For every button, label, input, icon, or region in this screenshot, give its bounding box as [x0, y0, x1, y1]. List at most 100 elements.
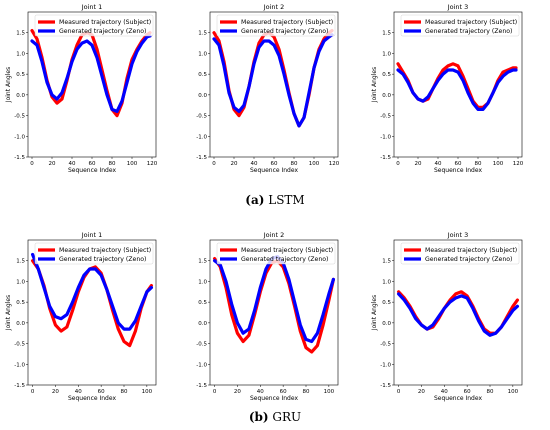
y-tick-label: 0.0 [382, 93, 391, 99]
y-tick-label: 0.5 [198, 72, 207, 78]
legend-box [34, 242, 154, 265]
x-tick-label: 120 [147, 161, 158, 167]
x-tick-label: 40 [435, 161, 442, 167]
legend-box [400, 14, 520, 37]
x-tick-label: 80 [475, 161, 482, 167]
x-tick-label: 0 [213, 389, 217, 395]
chart-title: Joint 3 [447, 231, 469, 239]
x-tick-label: 40 [69, 161, 76, 167]
y-tick-label: -1.5 [196, 155, 207, 161]
chart-panel-5: Joint 2 -1.5 -1.0 -0.5 0.0 0.5 1.0 1.5 0 20 40 60 80… [196, 231, 339, 402]
x-axis-label: Sequence Index [434, 167, 482, 174]
legend-box [34, 14, 154, 37]
x-tick-label: 20 [418, 389, 425, 395]
y-tick-label: -1.0 [196, 362, 207, 368]
x-tick-label: 20 [49, 161, 56, 167]
y-tick-label: -1.5 [14, 383, 25, 389]
y-tick-label: 1.5 [382, 31, 391, 37]
y-tick-label: -1.5 [380, 155, 391, 161]
y-tick-label: 0.0 [16, 93, 25, 99]
y-tick-label: -1.0 [14, 362, 25, 368]
y-tick-label: -0.5 [14, 342, 25, 348]
legend-box [400, 242, 520, 265]
caption-gru: (b) GRU [0, 410, 550, 424]
x-tick-label: 0 [30, 161, 34, 167]
y-tick-label: 0.0 [198, 93, 207, 99]
generated-trajectory-line [396, 68, 518, 112]
y-tick-label: -0.5 [380, 114, 391, 120]
y-tick-label: 1.0 [382, 51, 391, 57]
y-tick-label: -1.0 [14, 134, 25, 140]
y-tick-label: 1.5 [16, 259, 25, 265]
y-tick-label: 0.0 [16, 321, 25, 327]
x-tick-label: 120 [329, 161, 340, 167]
y-tick-label: 0.0 [198, 321, 207, 327]
x-tick-label: 100 [324, 389, 335, 395]
y-tick-label: 0.5 [382, 300, 391, 306]
chart-title: Joint 2 [263, 231, 285, 239]
y-tick-label: -0.5 [196, 114, 207, 120]
x-tick-label: 60 [464, 389, 471, 395]
y-axis-label: Joint Angles [371, 67, 378, 103]
y-axis-label: Joint Angles [371, 295, 378, 331]
y-tick-label: 0.5 [16, 72, 25, 78]
legend-label: Generated trajectory (Zeno) [425, 28, 512, 35]
y-tick-label: -1.0 [380, 362, 391, 368]
legend-label: Generated trajectory (Zeno) [59, 28, 146, 35]
caption-tag: (a) [245, 193, 265, 207]
x-tick-label: 0 [212, 161, 216, 167]
y-tick-label: -0.5 [196, 342, 207, 348]
x-tick-label: 40 [257, 389, 264, 395]
x-tick-label: 120 [513, 161, 524, 167]
x-tick-label: 20 [231, 161, 238, 167]
x-tick-label: 100 [493, 161, 504, 167]
y-tick-label: 1.5 [16, 31, 25, 37]
legend-label: Measured trajectory (Subject) [59, 19, 151, 26]
x-axis-label: Sequence Index [434, 395, 482, 402]
y-tick-label: 1.5 [198, 259, 207, 265]
legend-label: Measured trajectory (Subject) [425, 19, 517, 26]
x-tick-label: 80 [291, 161, 298, 167]
y-tick-label: 1.0 [16, 279, 25, 285]
chart-title: Joint 1 [81, 231, 103, 239]
x-tick-label: 0 [397, 389, 401, 395]
x-tick-label: 100 [309, 161, 320, 167]
chart-panel-6: Joint 3 -1.5 -1.0 -0.5 0.0 0.5 1.0 1.5 0 20 40 60 80… [371, 231, 523, 402]
y-tick-label: 1.0 [382, 279, 391, 285]
x-tick-label: 60 [271, 161, 278, 167]
legend-label: Measured trajectory (Subject) [241, 247, 333, 254]
generated-trajectory-line [30, 252, 153, 331]
x-tick-label: 80 [303, 389, 310, 395]
x-axis-label: Sequence Index [68, 167, 116, 174]
y-axis-label: Joint Angles [5, 295, 12, 331]
caption-tag: (b) [248, 410, 269, 424]
caption-text: GRU [272, 410, 302, 424]
x-tick-label: 20 [415, 161, 422, 167]
y-tick-label: -1.5 [380, 383, 391, 389]
y-tick-label: 1.0 [198, 279, 207, 285]
legend-box [216, 14, 336, 37]
chart-panel-1: Joint 1 -1.5 -1.0 -0.5 0.0 0.5 1.0 1.5 0 20 40 60 80… [5, 3, 158, 174]
legend-label: Generated trajectory (Zeno) [59, 256, 146, 263]
x-tick-label: 80 [121, 389, 128, 395]
generated-trajectory-line [212, 33, 334, 128]
y-tick-label: -0.5 [14, 114, 25, 120]
chart-title: Joint 1 [81, 3, 103, 11]
generated-trajectory-line [397, 292, 520, 337]
x-tick-label: 100 [142, 389, 153, 395]
x-tick-label: 60 [98, 389, 105, 395]
y-tick-label: 0.5 [16, 300, 25, 306]
y-tick-label: 0.5 [198, 300, 207, 306]
y-tick-label: -1.0 [380, 134, 391, 140]
y-tick-label: 1.0 [198, 51, 207, 57]
x-axis-label: Sequence Index [250, 395, 298, 402]
chart-panel-4: Joint 1 -1.5 -1.0 -0.5 0.0 0.5 1.0 1.5 0 20 40 60 80… [5, 231, 157, 402]
legend-label: Generated trajectory (Zeno) [241, 28, 328, 35]
x-tick-label: 60 [89, 161, 96, 167]
x-tick-label: 60 [455, 161, 462, 167]
x-tick-label: 80 [109, 161, 116, 167]
legend-label: Measured trajectory (Subject) [425, 247, 517, 254]
legend-label: Measured trajectory (Subject) [241, 19, 333, 26]
x-tick-label: 0 [396, 161, 400, 167]
